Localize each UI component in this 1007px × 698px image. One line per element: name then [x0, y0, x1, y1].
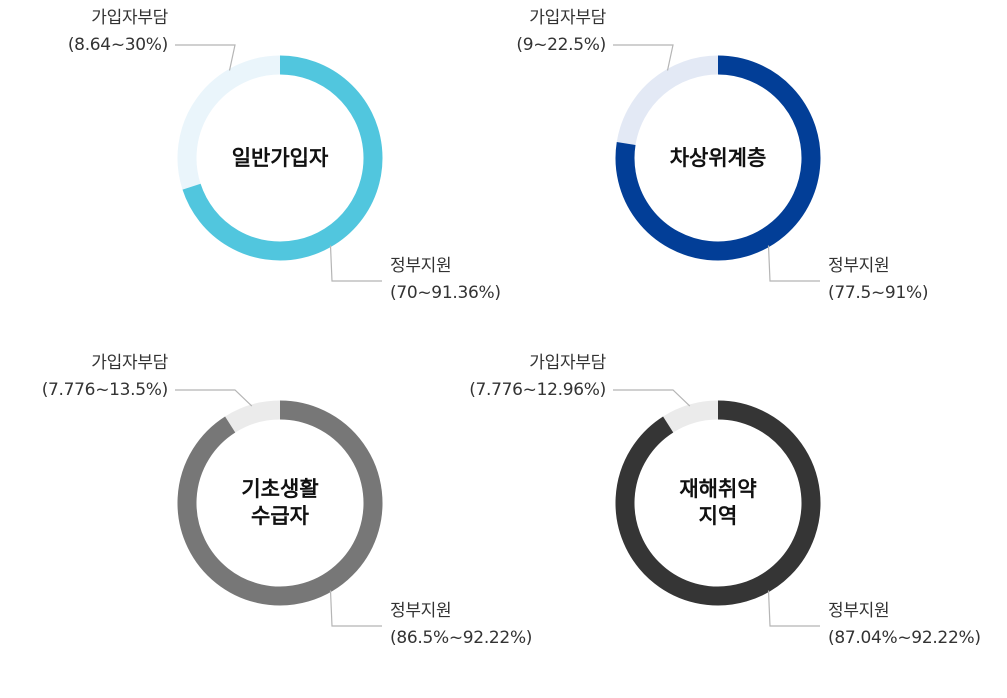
donut-svg — [175, 44, 383, 282]
callout-range: (77.5~91%) — [828, 283, 929, 303]
government-share-callout: 정부지원 (86.5%~92.22%) — [390, 598, 532, 652]
subscriber-share-callout: 가입자부담 (7.776~13.5%) — [41, 350, 169, 404]
callout-label: 가입자부담 — [529, 8, 606, 28]
callout-range: (86.5%~92.22%) — [390, 628, 533, 648]
pie-slice-subscriber — [225, 400, 281, 433]
callout-range: (87.04%~92.22%) — [828, 628, 981, 648]
callout-label: 가입자부담 — [91, 353, 168, 373]
pie-slice-government — [177, 400, 383, 606]
center-label-line: 지역 — [698, 504, 738, 528]
subscriber-leader-line — [613, 44, 674, 71]
pie-slice-government — [615, 400, 821, 606]
callout-range: (70~91.36%) — [390, 283, 501, 303]
callout-label: 가입자부담 — [91, 8, 168, 28]
callout-label: 정부지원 — [390, 601, 452, 621]
center-label-line: 일반가입자 — [231, 145, 329, 170]
subscriber-leader-line — [175, 389, 253, 407]
callout-range: (8.64~30%) — [67, 35, 168, 55]
callout-range: (9~22.5%) — [516, 35, 606, 55]
donut-chart-basic-livelihood: 기초생활 수급자 가입자부담 (7.776~13.5%) 정부지원 (86.5%… — [40, 345, 533, 685]
government-leader-line — [767, 245, 820, 282]
callout-label: 가입자부담 — [529, 353, 606, 373]
subscriber-leader-line — [613, 389, 691, 407]
subscriber-share-callout: 가입자부담 (7.776~12.96%) — [469, 350, 606, 404]
pie-slice-government — [182, 55, 383, 261]
callout-label: 정부지원 — [828, 256, 890, 276]
government-share-callout: 정부지원 (77.5~91%) — [828, 253, 928, 307]
donut-svg — [613, 389, 821, 627]
center-label-line: 수급자 — [251, 504, 309, 528]
pie-slice-government — [615, 55, 821, 261]
government-leader-line — [329, 245, 382, 282]
donut-svg — [613, 44, 821, 282]
donut-chart-disaster-vulnerable: 재해취약 지역 가입자부담 (7.776~12.96%) 정부지원 (87.04… — [469, 345, 981, 685]
callout-label: 정부지원 — [390, 256, 452, 276]
callout-label: 정부지원 — [828, 601, 890, 621]
government-share-callout: 정부지원 (70~91.36%) — [390, 253, 501, 307]
donut-svg — [175, 389, 383, 627]
callout-range: (7.776~12.96%) — [469, 380, 606, 400]
pie-slice-subscriber — [616, 55, 719, 146]
government-share-callout: 정부지원 (87.04%~92.22%) — [828, 598, 981, 652]
donut-chart-near-poverty: 차상위계층 가입자부담 (9~22.5%) 정부지원 (77.5~91%) — [478, 0, 938, 340]
chart-center-label: 차상위계층 — [618, 58, 818, 258]
chart-center-label: 재해취약 지역 — [618, 403, 818, 603]
pie-slice-subscriber — [177, 55, 281, 190]
center-label-line: 재해취약 — [679, 477, 757, 501]
center-label-line: 기초생활 — [241, 477, 319, 501]
chart-center-label: 일반가입자 — [180, 58, 380, 258]
donut-chart-general-subscriber: 일반가입자 가입자부담 (8.64~30%) 정부지원 (70~91.36%) — [40, 0, 501, 340]
government-leader-line — [767, 590, 820, 627]
center-label-line: 차상위계층 — [669, 145, 767, 170]
government-leader-line — [329, 590, 382, 627]
subscriber-share-callout: 가입자부담 (8.64~30%) — [68, 5, 168, 59]
subscriber-leader-line — [175, 44, 236, 71]
pie-slice-subscriber — [663, 400, 719, 433]
chart-center-label: 기초생활 수급자 — [180, 403, 380, 603]
callout-range: (7.776~13.5%) — [41, 380, 169, 400]
subscriber-share-callout: 가입자부담 (9~22.5%) — [516, 5, 606, 59]
